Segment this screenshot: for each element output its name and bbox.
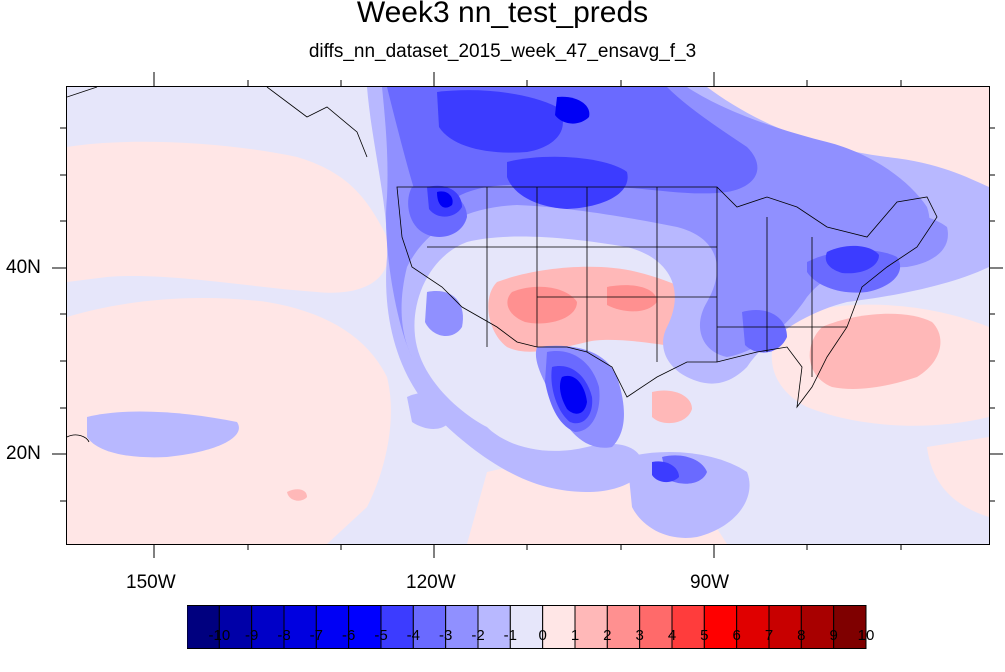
colorbar-label: 9 — [829, 627, 838, 644]
colorbar-swatch — [606, 605, 641, 649]
colorbar-swatch — [380, 605, 414, 649]
colorbar-swatch — [218, 605, 253, 649]
colorbar-swatch — [768, 605, 802, 649]
colorbar-swatch — [800, 605, 835, 649]
colorbar-label: 3 — [635, 627, 644, 644]
colorbar-swatch — [703, 605, 738, 649]
colorbar-label: -6 — [341, 627, 356, 644]
political-boundaries — [67, 87, 938, 443]
colorbar-swatch — [639, 605, 673, 649]
x-tick-label: 120W — [406, 572, 456, 593]
colorbar-label: -7 — [309, 627, 323, 644]
colorbar-swatch — [315, 605, 350, 649]
map-title: Week3 nn_test_preds — [356, 0, 649, 29]
anomaly-field — [67, 87, 989, 544]
colorbar-label: 6 — [732, 627, 741, 644]
x-tick-label: 150W — [126, 572, 176, 593]
colorbar-label: -8 — [277, 627, 291, 644]
colorbar-label: -2 — [471, 627, 485, 644]
map-panel — [66, 86, 990, 545]
colorbar-swatch — [833, 605, 867, 649]
positive-anomaly-strong — [507, 285, 657, 324]
colorbar-label: 5 — [700, 627, 709, 644]
colorbar-label: 2 — [603, 627, 612, 644]
negative-anomaly-extreme — [437, 96, 590, 414]
colorbar-label: 4 — [667, 627, 677, 644]
colorbar-label: -1 — [503, 627, 517, 644]
colorbar-swatch — [187, 605, 220, 649]
colorbar-swatch — [445, 605, 479, 649]
colorbar-label: -4 — [406, 627, 420, 644]
y-tick-label: 20N — [6, 443, 41, 464]
colorbar-swatch — [509, 605, 544, 649]
colorbar-label: -10 — [208, 627, 231, 644]
colorbar-label: -3 — [438, 627, 453, 644]
map-subtitle: diffs_nn_dataset_2015_week_47_ensavg_f_3 — [308, 41, 697, 62]
x-tick-label: 90W — [690, 572, 730, 593]
colorbar-swatch — [736, 605, 770, 649]
colorbar-swatch — [412, 605, 447, 649]
colorbar-label: 7 — [764, 627, 774, 644]
colorbar-label: 0 — [538, 627, 547, 644]
colorbar-label: -9 — [244, 627, 259, 644]
colorbar-swatch — [251, 605, 285, 649]
colorbar — [187, 605, 867, 649]
colorbar-label: 10 — [857, 627, 875, 644]
colorbar-label: 1 — [570, 627, 580, 644]
y-tick-label: 40N — [6, 257, 41, 278]
colorbar-label: -5 — [374, 627, 388, 644]
colorbar-label: 8 — [797, 627, 806, 644]
